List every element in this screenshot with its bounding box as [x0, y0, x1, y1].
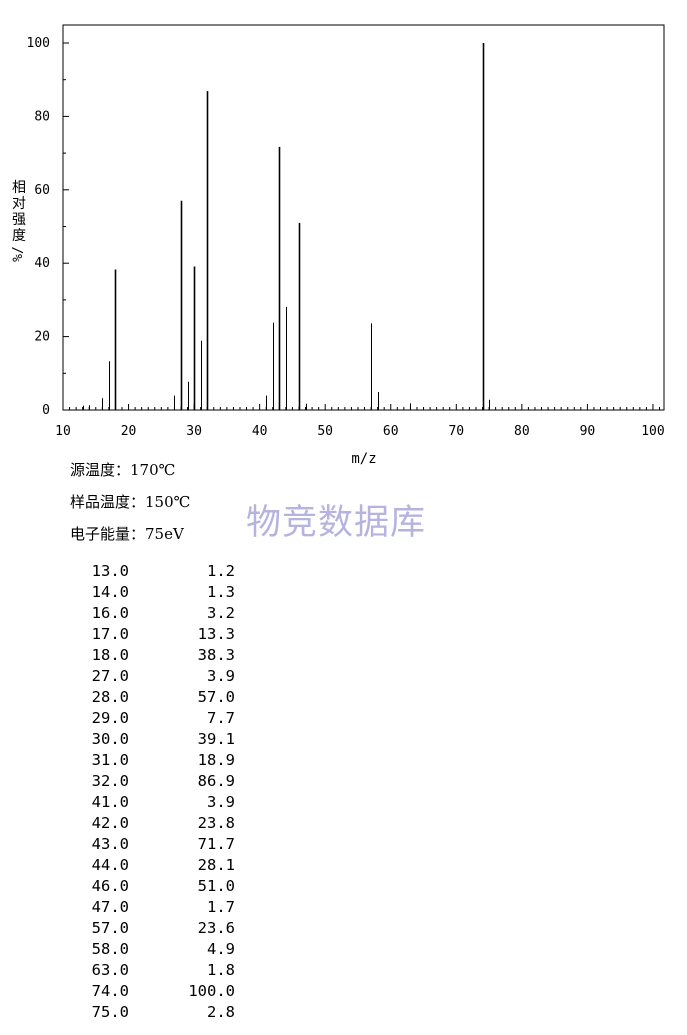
- peak-intensity-value: 1.8: [207, 961, 235, 979]
- plot-frame: [62, 24, 665, 411]
- peak-table-row: 27.0 3.9: [74, 666, 235, 687]
- peak-table-row: 46.0 51.0: [74, 876, 235, 897]
- peak-mz-value: 16.0: [91, 604, 129, 622]
- peak-intensity-value: 57.0: [197, 688, 235, 706]
- peak-mz-value: 74.0: [91, 982, 129, 1000]
- x-tick-label: 60: [383, 424, 399, 439]
- peak-mz-value: 43.0: [91, 835, 129, 853]
- peak-table-row: 13.0 1.2: [74, 561, 235, 582]
- peak-mz-value: 32.0: [91, 772, 129, 790]
- mass-spectrum-chart: 10 20 30 40 50 60 70 80 90 100 0 20 40 60 80 100 m/z: [27, 24, 665, 467]
- y-axis-label-unit: %/: [11, 246, 26, 262]
- peak-intensity-value: 4.9: [207, 940, 235, 958]
- x-tick-label: 70: [448, 424, 464, 439]
- x-tick-label: 20: [121, 424, 137, 439]
- y-tick-label: 100: [27, 36, 50, 51]
- peak-mz-value: 41.0: [91, 793, 129, 811]
- peak-mz-value: 29.0: [91, 709, 129, 727]
- peak-mz-value: 58.0: [91, 940, 129, 958]
- peak-mz-value: 28.0: [91, 688, 129, 706]
- peak-mz-value: 18.0: [91, 646, 129, 664]
- peak-table-row: 43.0 71.7: [74, 834, 235, 855]
- peak-intensity-value: 51.0: [197, 877, 235, 895]
- y-axis-label-char: 度: [12, 228, 26, 244]
- peak-intensity-value: 3.9: [207, 793, 235, 811]
- peak-intensity-value: 23.8: [197, 814, 235, 832]
- peak-table-row: 44.0 28.1: [74, 855, 235, 876]
- peak-table-row: 31.0 18.9: [74, 750, 235, 771]
- peak-mz-value: 42.0: [91, 814, 129, 832]
- peak-table-row: 28.0 57.0: [74, 687, 235, 708]
- peak-table-row: 14.0 1.3: [74, 582, 235, 603]
- x-tick-label: 80: [514, 424, 530, 439]
- watermark: 物竞数据库: [246, 503, 427, 543]
- source-temperature: 源温度：170℃: [70, 461, 176, 479]
- peak-intensity-value: 18.9: [197, 751, 235, 769]
- peak-table-row: 74.0 100.0: [74, 981, 235, 1002]
- y-tick-label: 60: [34, 183, 50, 198]
- peak-intensity-value: 100.0: [188, 982, 235, 1000]
- y-tick-label: 80: [34, 109, 50, 124]
- peak-table-row: 75.0 2.8: [74, 1002, 235, 1023]
- peak-table-row: 29.0 7.7: [74, 708, 235, 729]
- peak-intensity-value: 13.3: [197, 625, 235, 643]
- peak-intensity-value: 86.9: [197, 772, 235, 790]
- y-axis-label-char: 相: [12, 180, 26, 196]
- peak-intensity-value: 38.3: [197, 646, 235, 664]
- peak-mz-value: 63.0: [91, 961, 129, 979]
- peak-mz-value: 44.0: [91, 856, 129, 874]
- y-tick-label: 0: [42, 403, 50, 418]
- peak-intensity-value: 1.3: [207, 583, 235, 601]
- peak-intensity-value: 39.1: [197, 730, 235, 748]
- sample-temperature: 样品温度：150℃: [70, 493, 191, 511]
- peak-mz-value: 75.0: [91, 1003, 129, 1021]
- peak-mz-value: 13.0: [91, 562, 129, 580]
- peak-table-row: 16.0 3.2: [74, 603, 235, 624]
- peak-mz-value: 31.0: [91, 751, 129, 769]
- peak-mz-value: 17.0: [91, 625, 129, 643]
- peak-mz-value: 47.0: [91, 898, 129, 916]
- y-tick-label: 40: [34, 256, 50, 271]
- x-tick-label: 40: [252, 424, 268, 439]
- peak-table-row: 18.0 38.3: [74, 645, 235, 666]
- peak-intensity-value: 3.2: [207, 604, 235, 622]
- peak-mz-value: 14.0: [91, 583, 129, 601]
- peak-mz-value: 46.0: [91, 877, 129, 895]
- peak-mz-value: 30.0: [91, 730, 129, 748]
- peak-intensity-value: 28.1: [197, 856, 235, 874]
- peak-table-row: 58.0 4.9: [74, 939, 235, 960]
- peak-table-row: 47.0 1.7: [74, 897, 235, 918]
- x-tick-label: 50: [317, 424, 333, 439]
- peak-intensity-value: 3.9: [207, 667, 235, 685]
- measurement-conditions: 源温度：170℃ 样品温度：150℃ 电子能量：75eV: [70, 458, 190, 554]
- y-axis-label-char: 强: [12, 212, 26, 228]
- y-axis-label: 相 对 强 度 %/: [9, 180, 29, 262]
- peak-intensity-value: 7.7: [207, 709, 235, 727]
- peak-intensity-value: 1.7: [207, 898, 235, 916]
- x-tick-label: 30: [186, 424, 202, 439]
- y-axis-label-char: 对: [12, 196, 26, 212]
- x-tick-label: 10: [55, 424, 71, 439]
- peak-mz-value: 57.0: [91, 919, 129, 937]
- electron-energy: 电子能量：75eV: [70, 525, 184, 543]
- peak-intensity-value: 2.8: [207, 1003, 235, 1021]
- peak-table-row: 32.0 86.9: [74, 771, 235, 792]
- peak-table-row: 30.0 39.1: [74, 729, 235, 750]
- peak-mz-value: 27.0: [91, 667, 129, 685]
- peak-table: 13.0 1.2 14.0 1.3 16.0 3.2 17.0 13.3 18.0 38.3 27.…: [74, 561, 235, 1023]
- peak-table-row: 42.0 23.8: [74, 813, 235, 834]
- y-tick-label: 20: [34, 330, 50, 345]
- peak-table-row: 57.0 23.6: [74, 918, 235, 939]
- peak-intensity-value: 23.6: [197, 919, 235, 937]
- peak-table-row: 41.0 3.9: [74, 792, 235, 813]
- x-tick-label: 100: [641, 424, 664, 439]
- x-tick-label: 90: [580, 424, 596, 439]
- peak-intensity-value: 1.2: [207, 562, 235, 580]
- peak-table-row: 63.0 1.8: [74, 960, 235, 981]
- peak-intensity-value: 71.7: [197, 835, 235, 853]
- peak-table-row: 17.0 13.3: [74, 624, 235, 645]
- x-axis-label: m/z: [351, 451, 376, 467]
